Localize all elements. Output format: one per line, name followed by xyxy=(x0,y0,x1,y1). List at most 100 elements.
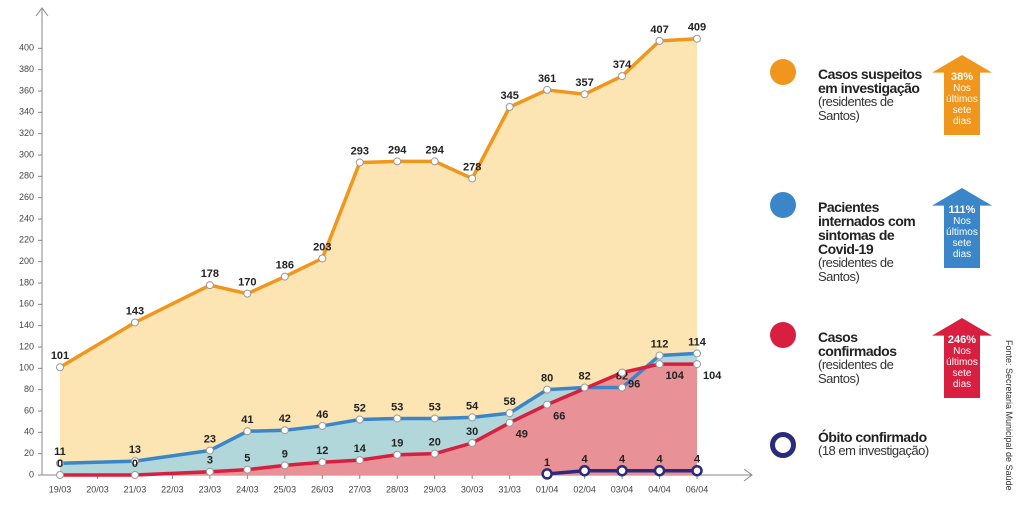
legend-text: Casos suspeitos em investigação (resident… xyxy=(818,67,933,123)
point xyxy=(355,158,364,167)
y-tick-label: 300 xyxy=(19,149,34,159)
legend-name: Casos suspeitos em investigação xyxy=(818,66,922,96)
point xyxy=(653,464,666,477)
data-label: 178 xyxy=(201,268,219,280)
change-value: 111% xyxy=(948,204,976,216)
data-label: 104 xyxy=(703,370,722,382)
point xyxy=(691,464,703,477)
series-line xyxy=(59,351,698,466)
point xyxy=(505,103,514,111)
point xyxy=(655,351,664,360)
legend-name: Óbito confirmado xyxy=(818,429,927,445)
y-tick-label: 120 xyxy=(19,341,34,351)
point xyxy=(56,471,64,479)
data-label: 96 xyxy=(628,379,640,391)
point xyxy=(393,414,402,423)
point xyxy=(618,368,627,377)
point xyxy=(243,289,252,298)
data-label: 54 xyxy=(466,400,479,412)
point xyxy=(541,468,553,480)
data-label: 4 xyxy=(619,454,626,466)
x-tick-label: 30/03 xyxy=(461,484,484,494)
x-tick-label: 04/04 xyxy=(648,484,671,494)
chart: 0204060801001201401601802002202402602803… xyxy=(19,7,753,494)
data-label: 3 xyxy=(207,455,213,467)
point xyxy=(130,457,139,466)
x-tick-label: 03/04 xyxy=(611,484,634,494)
data-label: 11 xyxy=(54,446,66,458)
data-label: 112 xyxy=(651,338,669,350)
legend-note: (residentes de Santos) xyxy=(818,357,894,386)
change-label: Nos últimos sete dias xyxy=(946,216,978,260)
data-label: 41 xyxy=(241,414,253,426)
legend-icon xyxy=(770,322,796,348)
data-label: 5 xyxy=(244,453,250,465)
x-arrow xyxy=(743,468,753,482)
x-tick-label: 29/03 xyxy=(423,484,446,494)
point xyxy=(543,400,552,409)
data-label: 294 xyxy=(388,144,407,156)
data-label: 0 xyxy=(132,458,138,470)
point xyxy=(505,409,514,418)
point xyxy=(693,360,701,369)
y-tick-label: 60 xyxy=(24,405,34,415)
data-label: 407 xyxy=(650,24,668,36)
data-label: 20 xyxy=(429,437,441,449)
point xyxy=(430,449,439,458)
point xyxy=(655,360,664,369)
data-label: 4 xyxy=(582,454,589,466)
point xyxy=(430,414,439,423)
legend-icon xyxy=(770,192,796,218)
point xyxy=(580,90,589,99)
point xyxy=(468,439,477,447)
legend-icon xyxy=(770,59,796,85)
area xyxy=(60,364,697,475)
data-label: 53 xyxy=(429,401,441,413)
x-tick-label: 20/03 xyxy=(86,484,109,494)
data-label: 104 xyxy=(666,370,685,382)
point xyxy=(693,34,701,43)
point xyxy=(318,458,327,467)
series-line xyxy=(59,36,698,369)
x-tick-label: 31/03 xyxy=(498,484,521,494)
point xyxy=(393,157,402,166)
y-tick-label: 380 xyxy=(19,64,34,74)
change-value: 38% xyxy=(950,71,974,83)
x-tick-label: 28/03 xyxy=(386,484,409,494)
point xyxy=(468,174,477,183)
data-label: 1 xyxy=(544,457,550,469)
point xyxy=(655,36,664,45)
legend-text: Casos confirmados (residentes de Santos) xyxy=(818,330,933,386)
data-label: 53 xyxy=(391,401,403,413)
change-value: 246% xyxy=(947,334,977,346)
y-tick-label: 400 xyxy=(19,43,34,53)
data-label: 42 xyxy=(279,413,291,425)
legend-note: (residentes de Santos) xyxy=(818,94,894,123)
point xyxy=(543,385,552,394)
y-tick-label: 340 xyxy=(19,107,34,117)
x-tick-label: 23/03 xyxy=(199,484,222,494)
x-tick-label: 27/03 xyxy=(348,484,371,494)
point xyxy=(205,281,214,290)
y-tick-label: 0 xyxy=(29,469,34,479)
point xyxy=(318,254,327,263)
y-tick-label: 240 xyxy=(19,213,34,223)
data-label: 374 xyxy=(613,59,632,71)
y-tick-label: 20 xyxy=(24,448,34,458)
x-tick-label: 21/03 xyxy=(124,484,147,494)
point xyxy=(280,426,289,435)
data-label: 170 xyxy=(238,277,256,289)
x-tick-label: 25/03 xyxy=(274,484,297,494)
data-label: 101 xyxy=(51,350,69,362)
y-tick-label: 100 xyxy=(19,363,34,373)
source: Fonte: Secretaria Municipal de Saúde xyxy=(1004,340,1014,491)
point xyxy=(505,418,514,427)
legend-note: (residentes de Santos) xyxy=(818,255,894,284)
point xyxy=(430,157,439,166)
y-tick-label: 140 xyxy=(19,320,34,330)
y-tick-label: 360 xyxy=(19,85,34,95)
point xyxy=(616,464,628,477)
y-tick-label: 280 xyxy=(19,171,34,181)
x-tick-label: 22/03 xyxy=(161,484,184,494)
data-label: 4 xyxy=(656,454,663,466)
